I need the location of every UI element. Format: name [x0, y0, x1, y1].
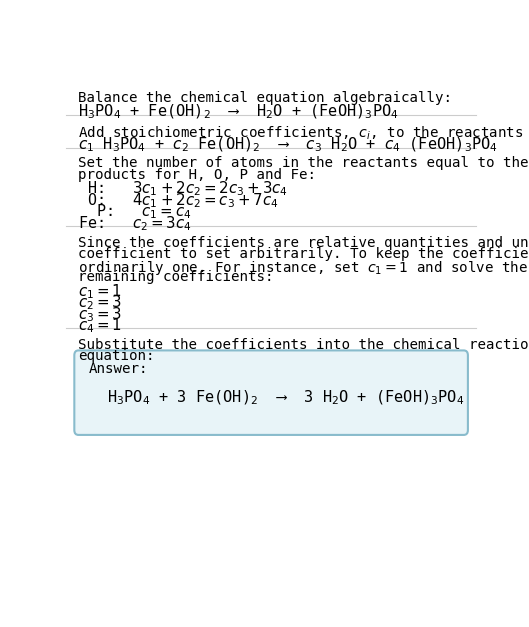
Text: $c_1$ H$_3$PO$_4$ + $c_2$ Fe(OH)$_2$  ⟶  $c_3$ H$_2$O + $c_4$ (FeOH)$_3$PO$_4$: $c_1$ H$_3$PO$_4$ + $c_2$ Fe(OH)$_2$ ⟶ $…	[78, 135, 498, 154]
Text: Add stoichiometric coefficients, $c_i$, to the reactants and products:: Add stoichiometric coefficients, $c_i$, …	[78, 124, 529, 142]
Text: $c_1 = 1$: $c_1 = 1$	[78, 282, 122, 300]
Text: Fe:   $c_2 = 3 c_4$: Fe: $c_2 = 3 c_4$	[78, 214, 192, 233]
Text: $c_2 = 3$: $c_2 = 3$	[78, 293, 123, 312]
Text: ordinarily one. For instance, set $c_1 = 1$ and solve the system of equations fo: ordinarily one. For instance, set $c_1 =…	[78, 259, 529, 277]
Text: O:   $4 c_1 + 2 c_2 = c_3 + 7 c_4$: O: $4 c_1 + 2 c_2 = c_3 + 7 c_4$	[78, 191, 279, 210]
Text: H:   $3 c_1 + 2 c_2 = 2 c_3 + 3 c_4$: H: $3 c_1 + 2 c_2 = 2 c_3 + 3 c_4$	[78, 179, 288, 198]
Text: H$_3$PO$_4$ + Fe(OH)$_2$  ⟶  H$_2$O + (FeOH)$_3$PO$_4$: H$_3$PO$_4$ + Fe(OH)$_2$ ⟶ H$_2$O + (FeO…	[78, 103, 399, 121]
Text: Set the number of atoms in the reactants equal to the number of atoms in the: Set the number of atoms in the reactants…	[78, 156, 529, 171]
Text: coefficient to set arbitrarily. To keep the coefficients small, the arbitrary va: coefficient to set arbitrarily. To keep …	[78, 247, 529, 261]
Text: Balance the chemical equation algebraically:: Balance the chemical equation algebraica…	[78, 91, 452, 105]
Text: products for H, O, P and Fe:: products for H, O, P and Fe:	[78, 168, 316, 182]
Text: H$_3$PO$_4$ + 3 Fe(OH)$_2$  ⟶  3 H$_2$O + (FeOH)$_3$PO$_4$: H$_3$PO$_4$ + 3 Fe(OH)$_2$ ⟶ 3 H$_2$O + …	[107, 389, 464, 408]
FancyBboxPatch shape	[74, 350, 468, 435]
Text: $c_4 = 1$: $c_4 = 1$	[78, 317, 122, 335]
Text: $c_3 = 3$: $c_3 = 3$	[78, 305, 123, 324]
Text: remaining coefficients:: remaining coefficients:	[78, 270, 274, 284]
Text: equation:: equation:	[78, 349, 155, 364]
Text: P:   $c_1 = c_4$: P: $c_1 = c_4$	[78, 203, 192, 221]
Text: Substitute the coefficients into the chemical reaction to obtain the balanced: Substitute the coefficients into the che…	[78, 338, 529, 352]
Text: Since the coefficients are relative quantities and underdetermined, choose a: Since the coefficients are relative quan…	[78, 236, 529, 250]
Text: Answer:: Answer:	[89, 362, 148, 376]
